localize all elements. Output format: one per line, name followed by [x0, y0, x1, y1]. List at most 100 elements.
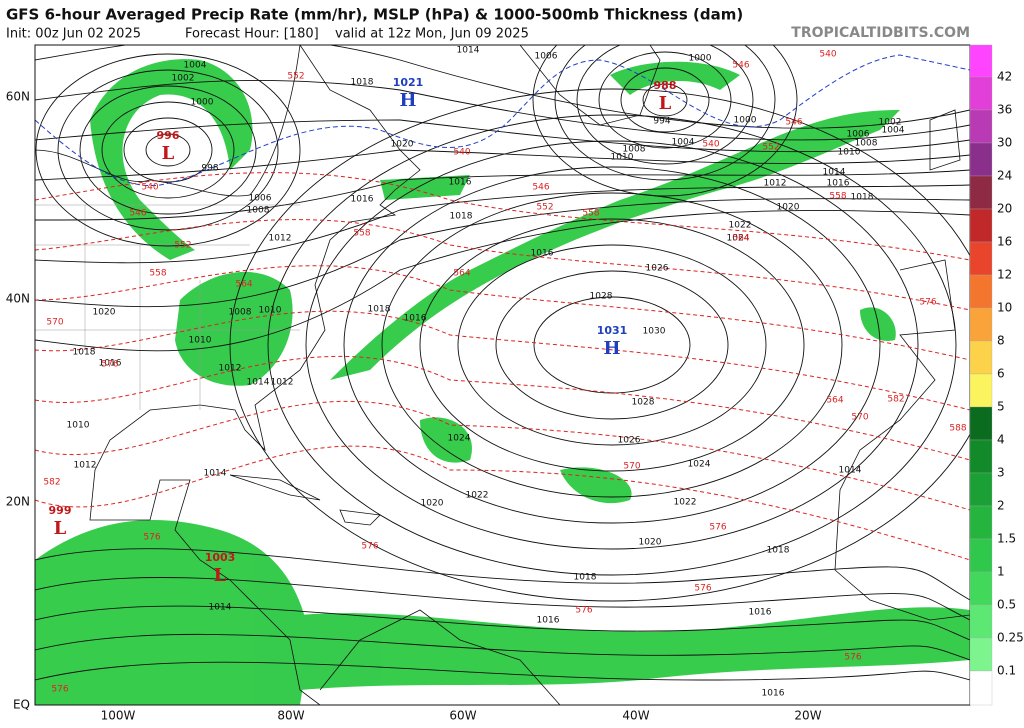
colorbar-label: 12: [997, 268, 1012, 282]
isobar-label: 1000: [734, 116, 757, 126]
isobar-label: 1014: [247, 378, 270, 388]
isobar: [532, 45, 798, 197]
isobar: [35, 45, 970, 129]
colorbar-label: 0.25: [997, 631, 1024, 645]
title: GFS 6-hour Averaged Precip Rate (mm/hr),…: [6, 6, 743, 24]
isobar-label: 1028: [590, 292, 613, 302]
isobar-label: 1014: [839, 466, 862, 476]
thickness-label: 552: [287, 72, 304, 82]
isobar-label: 1014: [823, 168, 846, 178]
center-value: 996: [157, 129, 180, 142]
colorbar-label: 10: [997, 301, 1012, 315]
isobar: [35, 184, 970, 264]
thickness-label: 576: [709, 523, 726, 533]
isobar: [381, 192, 843, 498]
center-letter: H: [603, 338, 620, 359]
isobar: [123, 117, 213, 183]
isobar: [35, 169, 970, 221]
isobar-label: 1024: [727, 234, 750, 244]
isobar-label: 1004: [184, 61, 207, 71]
isobar-label: 1010: [259, 306, 282, 316]
colorbar-bin: [969, 208, 993, 243]
thickness-line: [35, 445, 970, 561]
isobar-label: 1016: [749, 608, 772, 618]
isobar: [419, 218, 805, 472]
isobar: [35, 119, 970, 153]
thickness-label: 546: [129, 209, 146, 219]
isobar-label: 1014: [209, 603, 232, 613]
colorbar-bin: [969, 44, 993, 78]
thickness-line: [35, 265, 970, 361]
thickness-label: 546: [732, 61, 749, 71]
isobar-label: 1008: [229, 308, 252, 318]
colorbar-label: 36: [997, 103, 1012, 117]
thickness-label: 546: [785, 118, 802, 128]
isobar-label: 1018: [368, 305, 391, 315]
center-value: 1021: [393, 76, 424, 89]
thickness-lines: [35, 172, 970, 561]
colorbar-label: 6: [997, 367, 1005, 381]
isobar: [35, 605, 970, 641]
valid-time: valid at 12z Mon, Jun 09 2025: [335, 27, 529, 42]
colorbar-label: 0.5: [997, 598, 1016, 612]
colorbar-bin: [969, 175, 993, 210]
isobar: [267, 114, 957, 576]
colorbar-label: 16: [997, 235, 1012, 249]
isobar-label: 1020: [93, 308, 116, 318]
colorbar-label: 42: [997, 70, 1012, 84]
site-credit: TROPICALTIDBITS.COM: [791, 25, 970, 41]
thickness-line: [35, 356, 970, 461]
colorbar-label: 1: [997, 565, 1005, 579]
isobar-label: 994: [653, 117, 670, 127]
thickness-label: 552: [762, 143, 779, 153]
isobar: [229, 88, 970, 602]
thickness-label: 564: [235, 280, 252, 290]
isobar-label: 1016: [404, 314, 427, 324]
isobar-label: 1022: [729, 221, 752, 231]
isobar-label: 1020: [639, 538, 662, 548]
isobar-label: 1020: [421, 499, 444, 509]
colorbar-bin: [969, 406, 993, 441]
lon-label: 80W: [277, 709, 304, 723]
isobar-label: 1010: [189, 336, 212, 346]
colorbar-label: 8: [997, 334, 1005, 348]
thickness-label: 552: [174, 241, 191, 251]
thickness-label: 582: [887, 395, 904, 405]
lon-label: 60W: [449, 709, 476, 723]
isobar-label: 1018: [450, 212, 473, 222]
colorbar-label: 2: [997, 499, 1005, 513]
isobar: [642, 83, 688, 117]
thickness-540: [35, 54, 970, 187]
colorbar-bin: [969, 274, 993, 309]
isobar-label: 1004: [882, 126, 905, 136]
colorbar-bin: [969, 637, 993, 672]
thickness-label: 576: [694, 584, 711, 594]
isobar: [457, 244, 767, 446]
thickness-label: 576: [51, 685, 68, 695]
thickness-line: [35, 172, 970, 261]
center-value: 1031: [597, 324, 628, 337]
thickness-label: 540: [702, 140, 719, 150]
colorbar-bin: [969, 109, 993, 144]
thickness-label: 564: [826, 396, 843, 406]
isobar-label: 1010: [611, 153, 634, 163]
isobar-label: 1012: [271, 378, 294, 388]
isobars: [35, 45, 970, 681]
colorbar-bin: [969, 439, 993, 474]
isobar-label: 1006: [847, 130, 870, 140]
colorbar-bin: [969, 505, 993, 540]
isobar-label: 1016: [762, 689, 785, 699]
isobar: [79, 85, 257, 215]
isobar-label: 1020: [777, 203, 800, 213]
isobar-label: 1010: [838, 148, 861, 158]
lon-label: 100W: [101, 709, 136, 723]
colorbar-bin: [969, 571, 993, 606]
thickness-label: 576: [101, 360, 118, 370]
isobar: [598, 51, 732, 149]
isobar: [35, 149, 970, 181]
isobar: [620, 67, 710, 133]
isobar-label: 1016: [827, 179, 850, 189]
isobar: [533, 296, 691, 394]
